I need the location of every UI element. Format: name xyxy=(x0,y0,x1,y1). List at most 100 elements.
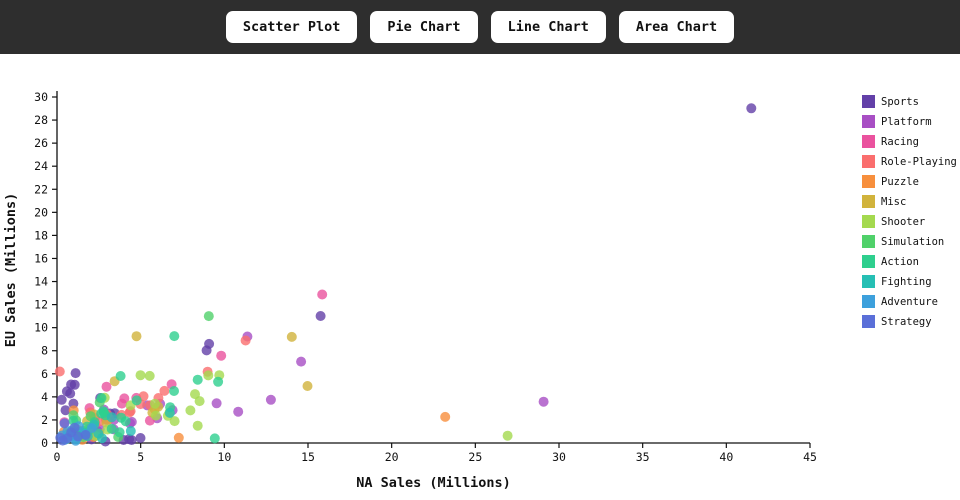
legend-item-puzzle[interactable]: Puzzle xyxy=(862,175,957,188)
data-point xyxy=(203,311,214,322)
data-point xyxy=(131,331,142,342)
scatter-plot[interactable]: 0 5 10 15 20 25 30 35 40 450246810121416182022242… xyxy=(0,54,960,500)
data-point xyxy=(185,405,196,416)
y-tick-label: 20 xyxy=(34,205,48,219)
legend-item-simulation[interactable]: Simulation xyxy=(862,235,957,248)
data-point xyxy=(240,335,251,346)
y-tick-label: 0 xyxy=(41,436,48,450)
legend-item-role-playing[interactable]: Role-Playing xyxy=(862,155,957,168)
data-point xyxy=(213,376,224,387)
data-point xyxy=(746,103,757,114)
data-point xyxy=(192,420,203,431)
legend-swatch xyxy=(862,155,875,168)
legend-item-action[interactable]: Action xyxy=(862,255,957,268)
data-point xyxy=(116,398,127,409)
legend-label: Racing xyxy=(881,135,919,148)
legend-item-misc[interactable]: Misc xyxy=(862,195,957,208)
data-point xyxy=(211,398,222,409)
x-tick-label: 30 xyxy=(552,450,566,464)
data-point xyxy=(538,396,549,407)
data-point xyxy=(59,418,70,429)
legend-label: Simulation xyxy=(881,235,945,248)
scatter-plot-button[interactable]: Scatter Plot xyxy=(225,11,358,43)
y-tick-label: 2 xyxy=(41,413,48,427)
data-point xyxy=(315,311,326,321)
y-tick-label: 12 xyxy=(34,298,48,312)
data-point xyxy=(203,370,214,381)
data-point xyxy=(169,416,180,427)
legend-item-racing[interactable]: Racing xyxy=(862,135,957,148)
data-point xyxy=(106,423,117,434)
data-point xyxy=(115,371,126,381)
data-point xyxy=(192,374,203,385)
line-chart-button[interactable]: Line Chart xyxy=(490,11,606,43)
legend: Sports Platform Racing Role-Playing Puzzle Mi… xyxy=(862,95,957,328)
data-point xyxy=(54,366,65,377)
legend-label: Adventure xyxy=(881,295,938,308)
legend-swatch xyxy=(862,175,875,188)
chart-type-toolbar: Scatter Plot Pie Chart Line Chart Area C… xyxy=(0,0,960,54)
pie-chart-button[interactable]: Pie Chart xyxy=(370,11,478,43)
legend-swatch xyxy=(862,315,875,328)
legend-label: Shooter xyxy=(881,215,926,228)
data-point xyxy=(201,345,212,356)
data-point xyxy=(150,410,161,421)
data-point xyxy=(265,394,276,405)
legend-item-strategy[interactable]: Strategy xyxy=(862,315,957,328)
legend-swatch xyxy=(862,95,875,108)
x-axis-title: NA Sales (Millions) xyxy=(356,475,510,491)
data-point xyxy=(233,406,244,417)
y-tick-label: 26 xyxy=(34,136,48,150)
y-tick-label: 6 xyxy=(41,367,48,381)
data-point xyxy=(502,430,513,441)
legend-label: Sports xyxy=(881,95,919,108)
legend-swatch xyxy=(862,275,875,288)
legend-swatch xyxy=(862,295,875,308)
data-point xyxy=(135,370,146,381)
area-chart-button[interactable]: Area Chart xyxy=(618,11,735,43)
legend-item-fighting[interactable]: Fighting xyxy=(862,275,957,288)
data-point xyxy=(169,331,180,342)
chart-area: 0 5 10 15 20 25 30 35 40 45 0 2 4 6 8 10 12 14 16 18 20 22 24 2… xyxy=(0,54,960,500)
data-point xyxy=(159,385,170,396)
legend-label: Puzzle xyxy=(881,175,919,188)
x-tick-label: 45 xyxy=(803,450,817,464)
y-tick-label: 8 xyxy=(41,344,48,358)
legend-item-adventure[interactable]: Adventure xyxy=(862,295,957,308)
y-tick-label: 18 xyxy=(34,228,48,242)
data-point xyxy=(135,433,146,443)
data-point xyxy=(296,356,307,367)
x-tick-label: 0 xyxy=(54,450,61,464)
y-tick-label: 30 xyxy=(34,90,48,104)
legend-swatch xyxy=(862,235,875,248)
data-point xyxy=(96,393,107,403)
legend-swatch xyxy=(862,115,875,128)
x-tick-label: 15 xyxy=(301,450,315,464)
x-tick-label: 40 xyxy=(719,450,733,464)
legend-label: Fighting xyxy=(881,275,932,288)
data-point xyxy=(131,395,142,406)
data-point xyxy=(61,386,72,397)
data-point xyxy=(302,381,313,391)
x-tick-label: 20 xyxy=(385,450,399,464)
legend-label: Role-Playing xyxy=(881,155,957,168)
y-axis-title: EU Sales (Millions) xyxy=(3,193,19,347)
legend-label: Action xyxy=(881,255,919,268)
data-point xyxy=(114,427,125,438)
legend-item-platform[interactable]: Platform xyxy=(862,115,957,128)
legend-swatch xyxy=(862,135,875,148)
legend-item-sports[interactable]: Sports xyxy=(862,95,957,108)
legend-label: Strategy xyxy=(881,315,932,328)
data-point xyxy=(440,411,451,422)
data-point xyxy=(209,433,220,444)
data-point xyxy=(216,350,227,361)
data-point xyxy=(144,370,155,381)
y-tick-label: 24 xyxy=(34,159,48,173)
legend-item-shooter[interactable]: Shooter xyxy=(862,215,957,228)
data-point xyxy=(149,398,160,409)
legend-swatch xyxy=(862,215,875,228)
y-tick-label: 14 xyxy=(34,275,48,289)
legend-swatch xyxy=(862,255,875,268)
data-point xyxy=(286,331,297,342)
